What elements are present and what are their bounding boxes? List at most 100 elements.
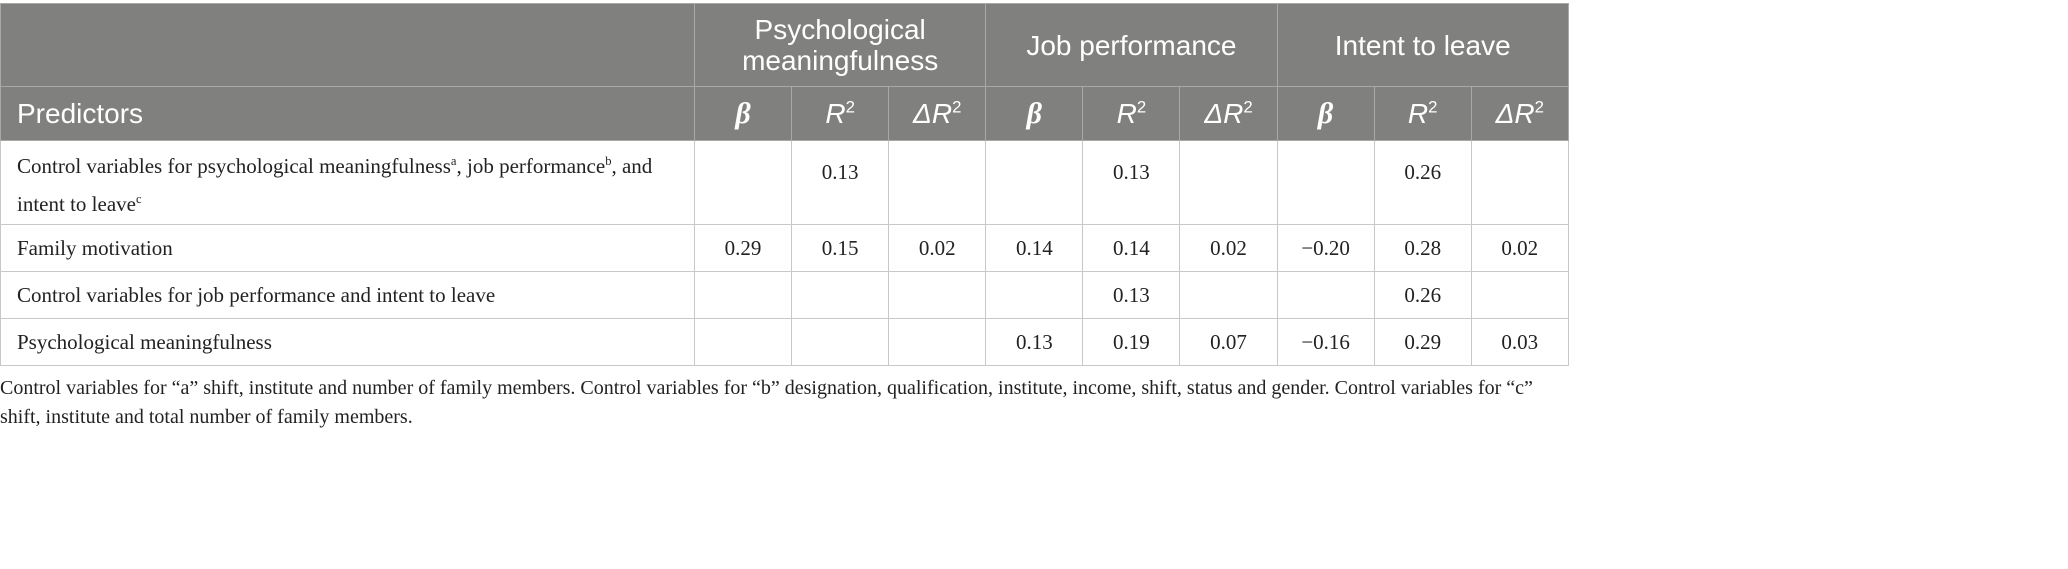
label-superscript: b xyxy=(605,154,612,168)
column-header: ΔR2 xyxy=(1179,86,1278,141)
label-text: Psychological meaningfulness xyxy=(17,329,272,354)
label-text: Control variables for psychological mean… xyxy=(17,154,451,178)
cell xyxy=(693,271,793,319)
cell: 0.02 xyxy=(1179,224,1278,272)
label-text: , job performance xyxy=(456,154,606,178)
column-header: ΔR2 xyxy=(1470,86,1569,141)
cell xyxy=(1470,140,1569,225)
cell: 0.26 xyxy=(1373,140,1472,225)
column-header: Predictors xyxy=(0,86,695,141)
cell-value: 0.07 xyxy=(1210,329,1247,354)
header-symbol: R xyxy=(1116,97,1137,129)
cell-value: 0.13 xyxy=(1113,160,1150,184)
cell: 0.07 xyxy=(1179,318,1278,366)
column-header: β xyxy=(693,86,793,141)
cell xyxy=(791,271,890,319)
cell xyxy=(1179,140,1278,225)
group-header: Job performance xyxy=(985,3,1278,87)
cell-value: 0.26 xyxy=(1404,282,1442,307)
cell: 0.13 xyxy=(1082,271,1181,319)
header-symbol: ΔR xyxy=(1204,97,1244,129)
column-header: β xyxy=(985,86,1084,141)
label-superscript: c xyxy=(135,192,142,206)
empty-header xyxy=(0,3,695,87)
header-symbol: ΔR xyxy=(1495,97,1535,129)
group-header: Intent to leave xyxy=(1276,3,1569,87)
cell: −0.16 xyxy=(1276,318,1375,366)
cell xyxy=(693,140,793,225)
cell-value: 0.29 xyxy=(1404,329,1442,354)
footnote: Control variables for “a” shift, institu… xyxy=(0,377,1533,428)
cell: 0.15 xyxy=(791,224,890,272)
header-superscript: 2 xyxy=(952,97,962,117)
cell xyxy=(985,140,1084,225)
cell xyxy=(1276,271,1375,319)
table-row: Control variables for psychological mean… xyxy=(0,140,1569,225)
cell xyxy=(1470,271,1569,319)
cell-value: −0.20 xyxy=(1301,235,1350,260)
cell-value: 0.26 xyxy=(1404,160,1442,184)
row-label: Control variables for job performance an… xyxy=(0,271,695,319)
cell xyxy=(693,318,793,366)
cell-value: 0.02 xyxy=(918,235,956,260)
cell xyxy=(1276,140,1375,225)
cell: 0.13 xyxy=(1082,140,1181,225)
label-superscript: a xyxy=(450,154,457,168)
header-symbol: ΔR xyxy=(913,97,953,129)
cell: 0.13 xyxy=(985,318,1084,366)
cell: 0.26 xyxy=(1373,271,1472,319)
group-header-row: Psychological meaningfulness Job performa… xyxy=(0,3,1569,87)
header-symbol: R xyxy=(1407,97,1429,129)
cell: 0.14 xyxy=(1082,224,1181,272)
label-text: Control variables for job performance an… xyxy=(17,282,496,307)
column-header: R2 xyxy=(1373,86,1472,141)
row-label: Psychological meaningfulness xyxy=(0,318,695,366)
header-text: Predictors xyxy=(17,97,144,129)
header-superscript: 2 xyxy=(1243,97,1253,117)
cell: −0.20 xyxy=(1276,224,1375,272)
column-header: ΔR2 xyxy=(888,86,987,141)
table-row: Psychological meaningfulness 0.13 0.19 0.07… xyxy=(0,318,1569,366)
cell-value: −0.16 xyxy=(1301,329,1350,354)
header-superscript: 2 xyxy=(1534,97,1544,117)
cell-value: 0.29 xyxy=(724,235,762,260)
cell xyxy=(1179,271,1278,319)
cell: 0.28 xyxy=(1373,224,1472,272)
header-superscript: 2 xyxy=(1136,97,1147,117)
row-label: Control variables for psychological mean… xyxy=(0,140,695,225)
header-symbol: β xyxy=(735,96,751,130)
cell xyxy=(888,140,987,225)
group-header: Psychological meaningfulness xyxy=(693,3,987,87)
cell-value: 0.15 xyxy=(821,235,859,260)
cell: 0.13 xyxy=(791,140,890,225)
cell: 0.02 xyxy=(888,224,987,272)
label-text: , and intent to leave xyxy=(17,154,653,216)
cell xyxy=(888,271,987,319)
cell xyxy=(791,318,890,366)
column-header: β xyxy=(1276,86,1375,141)
column-header: R2 xyxy=(1082,86,1181,141)
cell: 0.19 xyxy=(1082,318,1181,366)
cell: 0.02 xyxy=(1470,224,1569,272)
column-header-row: Predictors β R2 ΔR2 β R2 ΔR2 β R2 ΔR2 xyxy=(0,86,1569,141)
cell: 0.03 xyxy=(1470,318,1569,366)
cell: 0.29 xyxy=(1373,318,1472,366)
cell-value: 0.13 xyxy=(1015,329,1053,354)
row-label: Family motivation xyxy=(0,224,695,272)
cell-value: 0.02 xyxy=(1501,235,1539,260)
cell xyxy=(985,271,1084,319)
table-row: Family motivation 0.29 0.15 0.02 0.14 0.14 0.0… xyxy=(0,224,1569,272)
cell-value: 0.14 xyxy=(1015,235,1053,260)
header-symbol: R xyxy=(825,97,846,129)
cell-value: 0.19 xyxy=(1113,329,1150,354)
cell-value: 0.13 xyxy=(1113,282,1150,307)
cell-value: 0.28 xyxy=(1404,235,1442,260)
cell: 0.29 xyxy=(693,224,793,272)
results-table: Psychological meaningfulness Job performa… xyxy=(0,3,1569,366)
column-header: R2 xyxy=(791,86,890,141)
table-row: Control variables for job performance an… xyxy=(0,271,1569,319)
cell-value: 0.02 xyxy=(1210,235,1247,260)
header-superscript: 2 xyxy=(845,97,855,117)
cell-value: 0.03 xyxy=(1501,329,1539,354)
